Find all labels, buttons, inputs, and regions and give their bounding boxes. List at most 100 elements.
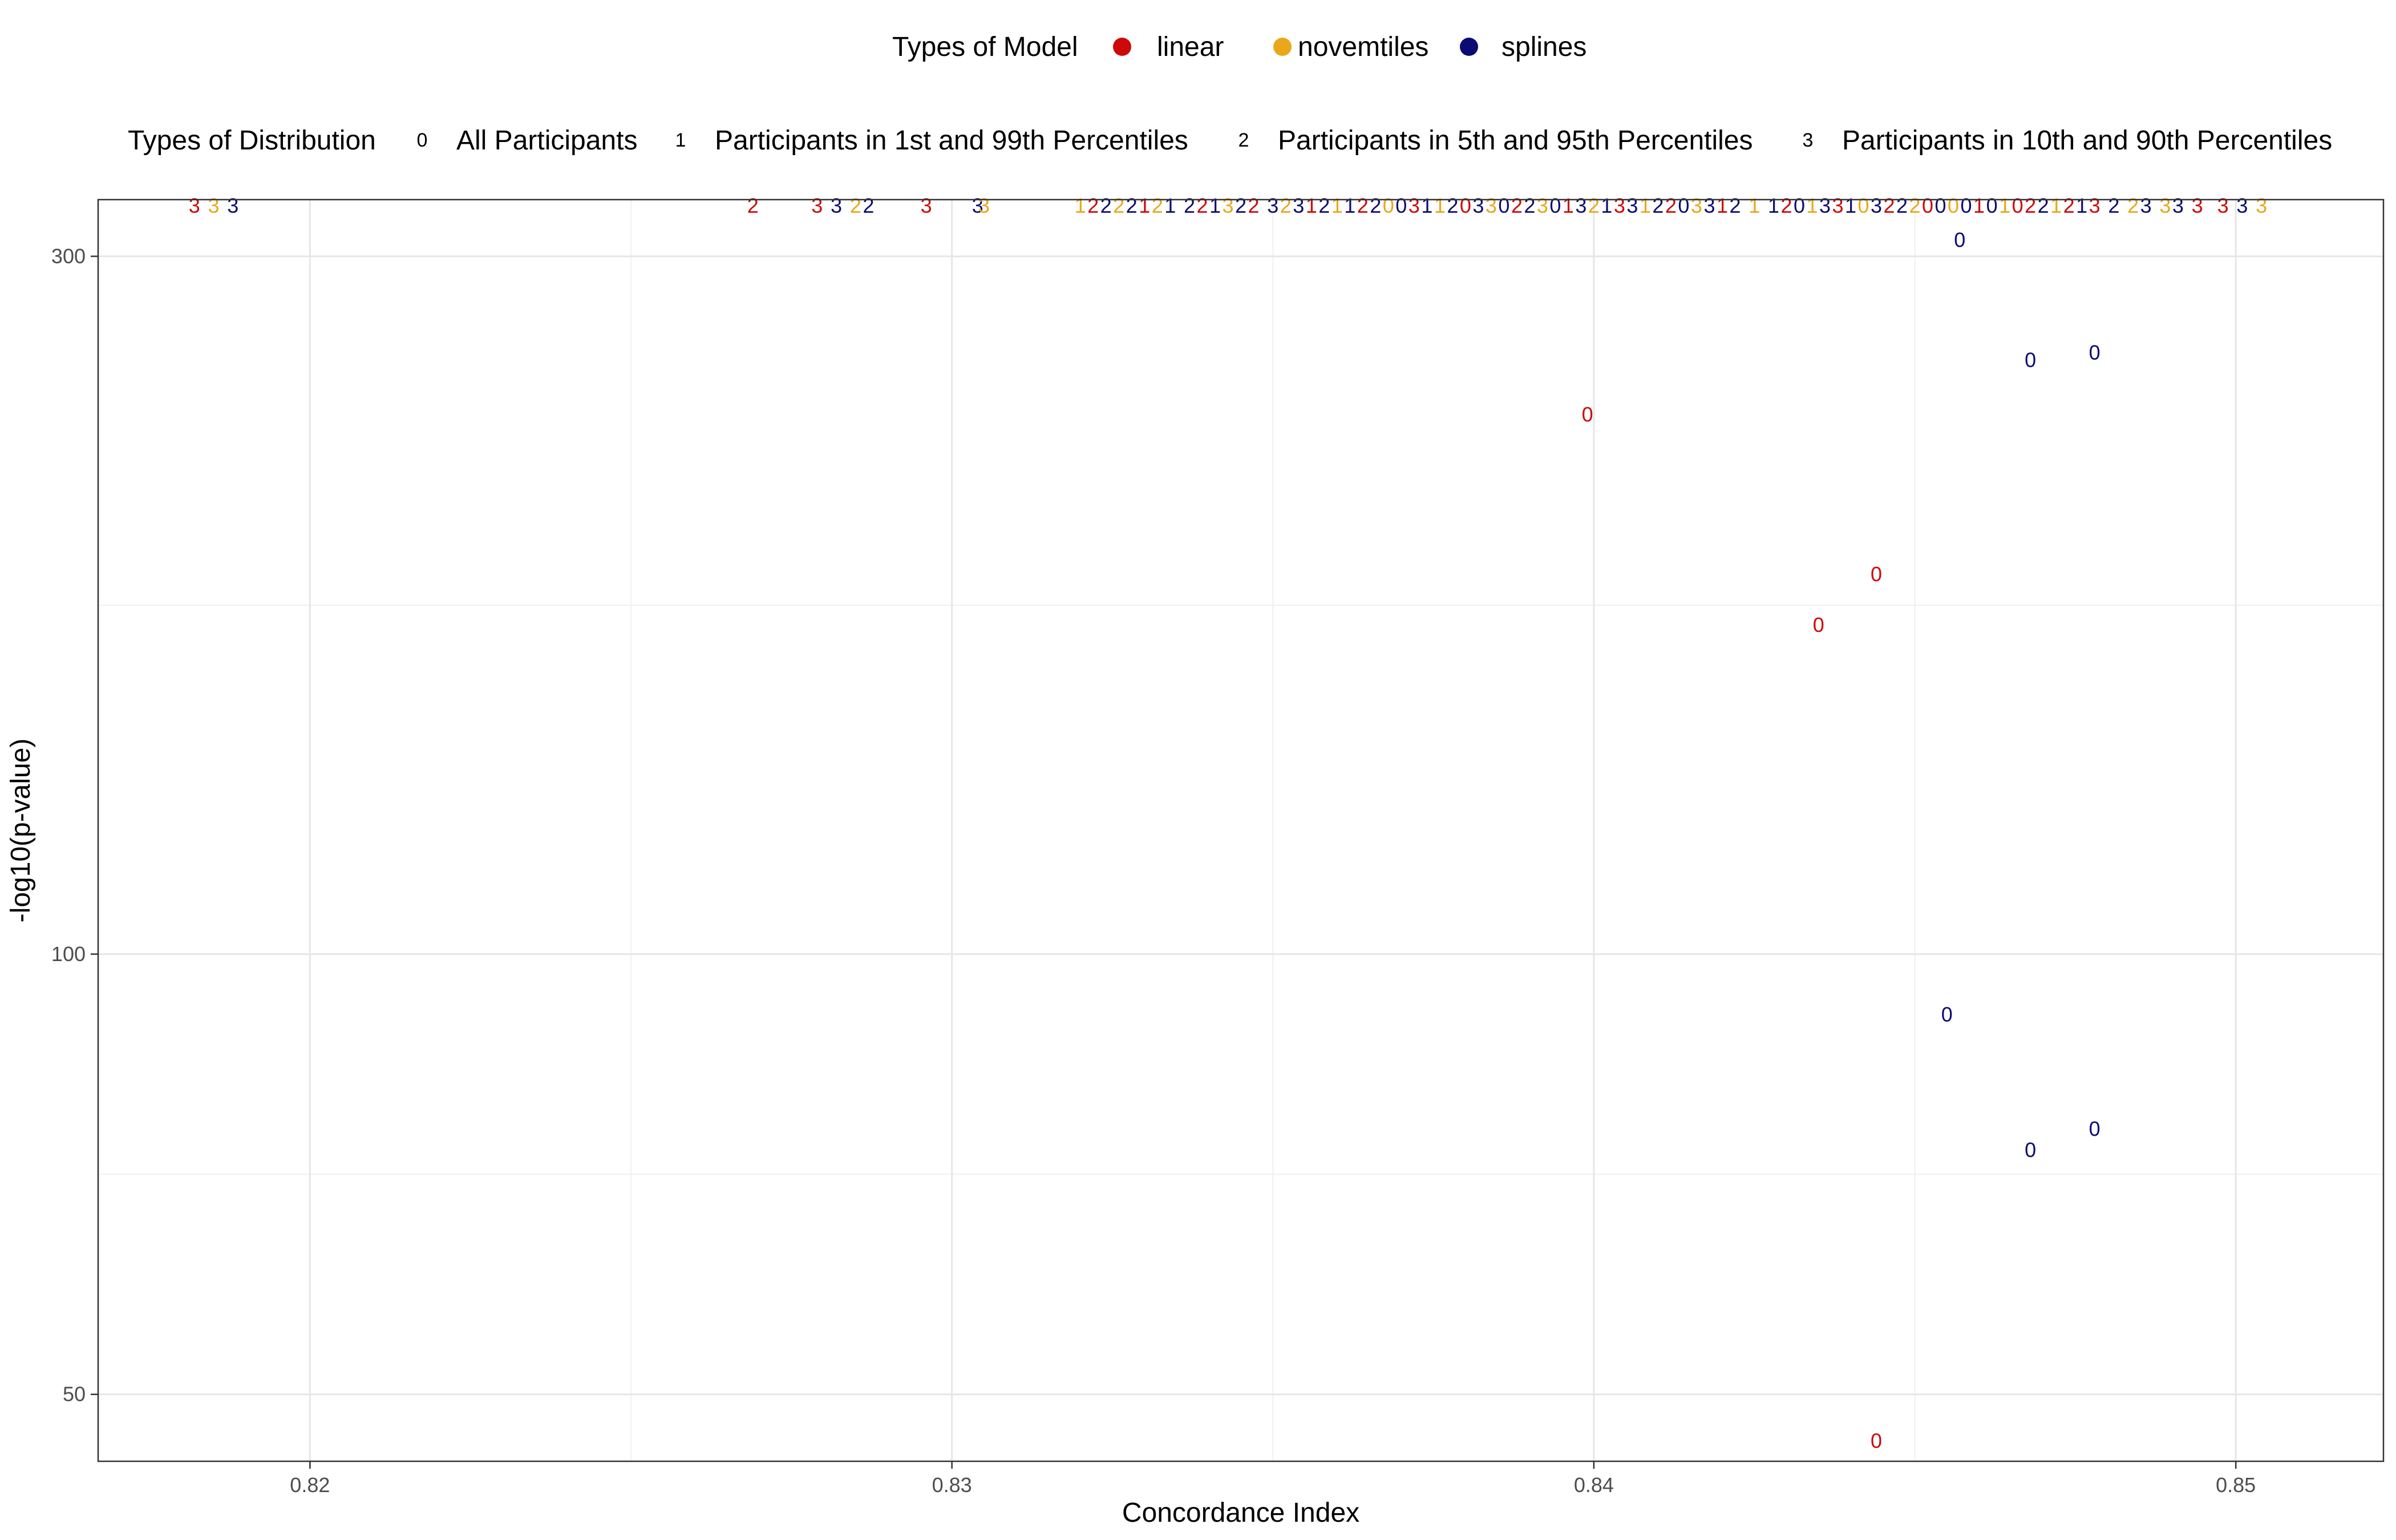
point-linear-dist-0: 0 (1582, 403, 1593, 426)
point-linear-dist-2: 2 (2025, 194, 2036, 217)
point-linear-dist-3: 3 (1614, 194, 1625, 217)
point-linear-dist-0: 0 (1871, 562, 1882, 586)
y-tick-label: 100 (51, 942, 86, 966)
point-splines-dist-0: 0 (1794, 194, 1805, 217)
point-splines-dist-2: 2 (1524, 194, 1535, 217)
point-splines-dist-1: 1 (1845, 194, 1856, 217)
legend-shape-1: 1 (675, 129, 686, 151)
point-novemtiles-dist-0: 0 (1858, 194, 1869, 217)
point-splines-dist-0: 0 (1935, 194, 1946, 217)
point-splines-dist-0: 0 (1986, 194, 1998, 217)
y-axis-title: -log10(p-value) (6, 739, 36, 923)
y-tick-label: 50 (63, 1383, 86, 1406)
point-splines-dist-0: 0 (1941, 1003, 1953, 1026)
point-splines-dist-2: 2 (1100, 194, 1112, 217)
point-linear-dist-2: 2 (1087, 194, 1099, 217)
point-linear-dist-3: 3 (189, 194, 200, 217)
point-linear-dist-1: 1 (1306, 194, 1317, 217)
point-linear-dist-2: 2 (1357, 194, 1369, 217)
point-splines-dist-0: 0 (2089, 341, 2100, 364)
plot-border (97, 198, 2385, 1462)
point-splines-dist-1: 1 (2076, 194, 2087, 217)
point-splines-dist-0: 0 (2025, 348, 2036, 371)
point-splines-dist-3: 3 (1819, 194, 1831, 217)
y-axis: 50 100 300 (51, 244, 98, 1406)
point-linear-dist-0: 0 (1460, 194, 1471, 217)
legend-label-novemtiles: novemtiles (1298, 32, 1428, 62)
point-splines-dist-3: 3 (1626, 194, 1638, 217)
gridlines (98, 200, 2383, 1461)
point-linear-dist-1: 1 (1717, 194, 1728, 217)
point-linear-dist-2: 2 (1665, 194, 1677, 217)
point-splines-dist-1: 1 (1601, 194, 1612, 217)
point-novemtiles-dist-0: 0 (1383, 194, 1394, 217)
point-splines-dist-0: 0 (1961, 194, 1972, 217)
point-novemtiles-dist-3: 3 (978, 194, 990, 217)
point-linear-dist-0: 0 (1922, 194, 1933, 217)
legend-label-1st-99th: Participants in 1st and 99th Percentiles (715, 125, 1188, 156)
point-linear-dist-3: 3 (811, 194, 823, 217)
point-splines-dist-2: 2 (1896, 194, 1908, 217)
legend-model-title: Types of Model (892, 32, 1078, 62)
point-splines-dist-3: 3 (2236, 194, 2248, 217)
point-splines-dist-3: 3 (2172, 194, 2184, 217)
point-novemtiles-dist-3: 3 (1691, 194, 1702, 217)
point-novemtiles-dist-3: 3 (208, 194, 220, 217)
point-novemtiles-dist-3: 3 (2256, 194, 2267, 217)
point-splines-dist-0: 0 (1549, 194, 1561, 217)
legend-shape-3: 3 (1803, 129, 1814, 151)
point-splines-dist-2: 2 (863, 194, 874, 217)
legend-distribution-title: Types of Distribution (128, 125, 376, 156)
point-novemtiles-dist-1: 1 (1806, 194, 1818, 217)
point-splines-dist-0: 0 (1498, 194, 1509, 217)
point-linear-dist-2: 2 (1196, 194, 1208, 217)
point-splines-dist-3: 3 (227, 194, 238, 217)
point-linear-dist-3: 3 (2217, 194, 2229, 217)
point-splines-dist-0: 0 (2089, 1117, 2100, 1140)
plot-panel (98, 200, 2383, 1461)
point-novemtiles-dist-0: 0 (1948, 194, 1959, 217)
legend-label-all-participants: All Participants (456, 125, 637, 156)
point-splines-dist-2: 2 (1184, 194, 1195, 217)
point-novemtiles-dist-2: 2 (850, 194, 861, 217)
point-linear-dist-1: 1 (1563, 194, 1574, 217)
point-novemtiles-dist-3: 3 (1537, 194, 1548, 217)
point-novemtiles-dist-3: 3 (1486, 194, 1497, 217)
point-splines-dist-2: 2 (2038, 194, 2049, 217)
point-novemtiles-dist-3: 3 (1222, 194, 1233, 217)
point-splines-dist-2: 2 (1729, 194, 1741, 217)
point-splines-dist-2: 2 (1447, 194, 1458, 217)
point-novemtiles-dist-1: 1 (2050, 194, 2062, 217)
legend-distribution: Types of Distribution 0 All Participants… (128, 125, 2332, 156)
point-linear-dist-3: 3 (2089, 194, 2100, 217)
point-linear-dist-3: 3 (1409, 194, 1420, 217)
point-novemtiles-dist-1: 1 (1331, 194, 1343, 217)
point-linear-dist-0: 0 (1813, 613, 1824, 637)
point-linear-dist-0: 0 (2012, 194, 2023, 217)
point-linear-dist-3: 3 (2192, 194, 2203, 217)
point-novemtiles-dist-1: 1 (1434, 194, 1446, 217)
x-tick-label: 0.83 (932, 1473, 972, 1497)
point-novemtiles-dist-1: 1 (1999, 194, 2010, 217)
point-novemtiles-dist-2: 2 (2127, 194, 2139, 217)
point-linear-dist-2: 2 (2063, 194, 2075, 217)
point-linear-dist-1: 1 (1973, 194, 1985, 217)
point-splines-dist-2: 2 (1126, 194, 1138, 217)
point-linear-dist-0: 0 (1871, 1429, 1882, 1452)
point-novemtiles-dist-1: 1 (1075, 194, 1086, 217)
point-splines-dist-0: 0 (2025, 1138, 2036, 1162)
point-splines-dist-2: 2 (2108, 194, 2119, 217)
point-splines-dist-2: 2 (1235, 194, 1246, 217)
x-tick-label: 0.82 (290, 1473, 330, 1497)
point-splines-dist-0: 0 (1678, 194, 1689, 217)
point-splines-dist-0: 0 (1954, 228, 1965, 252)
point-splines-dist-2: 2 (1652, 194, 1664, 217)
legend-shape-2: 2 (1239, 129, 1249, 151)
x-tick-label: 0.84 (1574, 1473, 1614, 1497)
point-splines-dist-2: 2 (1370, 194, 1381, 217)
legend-label-10th-90th: Participants in 10th and 90th Percentile… (1842, 125, 2332, 156)
point-splines-dist-1: 1 (1344, 194, 1355, 217)
x-tick-label: 0.85 (2216, 1473, 2256, 1497)
point-splines-dist-1: 1 (1209, 194, 1221, 217)
